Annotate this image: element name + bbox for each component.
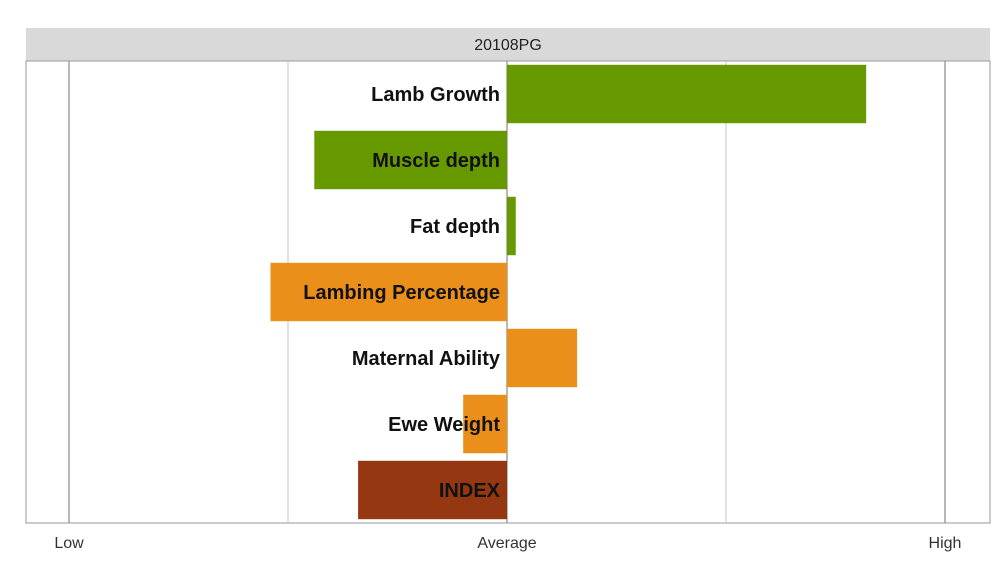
bar-label-muscle-depth: Muscle depth bbox=[372, 150, 500, 172]
bar-label-maternal-ability: Maternal Ability bbox=[352, 348, 501, 370]
bars bbox=[270, 64, 867, 520]
plot-panel bbox=[25, 60, 991, 524]
bar-label-ewe-weight: Ewe Weight bbox=[388, 414, 500, 436]
bar-labels: Lamb Growth Muscle depth Fat depth Lambing … bbox=[303, 84, 501, 502]
bar-muscle-depth bbox=[314, 130, 507, 190]
bar-fat-depth bbox=[507, 196, 516, 256]
x-tick-label-low: Low bbox=[54, 535, 84, 552]
x-tick-label-high: High bbox=[929, 535, 962, 552]
chart-title: 20108PG bbox=[474, 37, 542, 54]
x-axis-ticks: Low Average High bbox=[54, 535, 961, 552]
bar-lambing-percentage bbox=[270, 262, 507, 322]
facet-strip bbox=[26, 28, 990, 61]
x-tick-label-average: Average bbox=[477, 535, 536, 552]
bar-index bbox=[358, 460, 507, 520]
bar-maternal-ability bbox=[507, 328, 578, 388]
bar-label-fat-depth: Fat depth bbox=[410, 216, 500, 238]
bar-label-lambing-percentage: Lambing Percentage bbox=[303, 282, 500, 304]
bar-ewe-weight bbox=[463, 394, 507, 454]
bar-lamb-growth bbox=[507, 64, 867, 124]
bar-label-index: INDEX bbox=[439, 480, 501, 502]
bar-label-lamb-growth: Lamb Growth bbox=[371, 84, 500, 106]
